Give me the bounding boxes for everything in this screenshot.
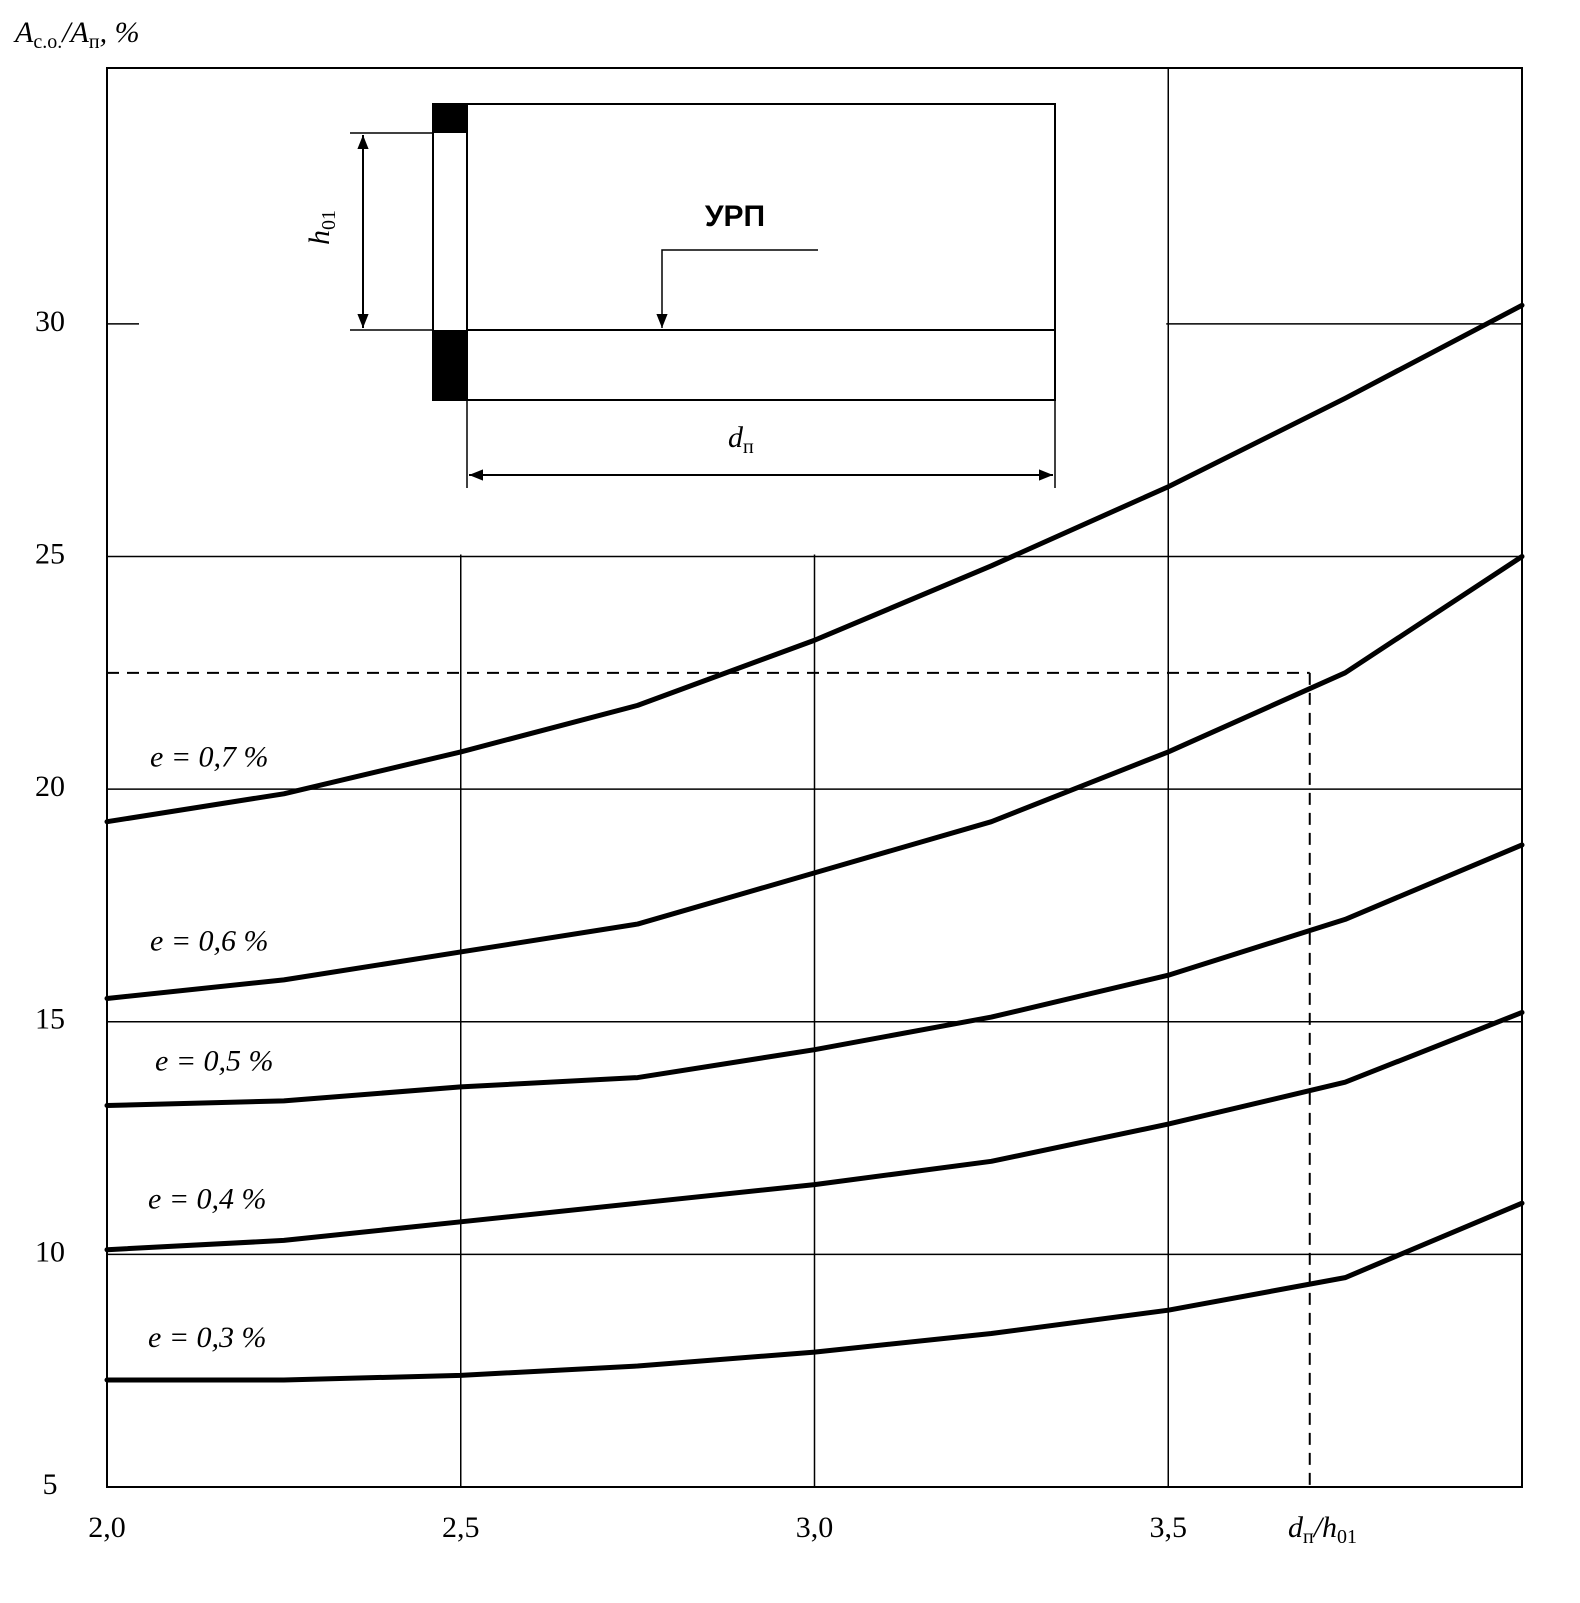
label-part: /A	[60, 16, 89, 49]
curve	[104, 302, 1525, 825]
subscript: п	[89, 31, 100, 53]
curve-label: e = 0,6 %	[150, 924, 269, 957]
y-tick-label: 25	[35, 537, 65, 570]
inset-background	[108, 326, 139, 555]
ticks: 5 10 15 20 25 30 2,0 2,5 3,0 3,5	[35, 305, 1187, 1544]
curve	[104, 842, 1525, 1108]
curve-label: e = 0,3 %	[148, 1321, 267, 1354]
plot-frame	[106, 67, 1523, 1488]
subscript: с.о.	[33, 31, 62, 53]
label-part: d	[728, 421, 744, 454]
x-tick-label: 3,5	[1150, 1511, 1188, 1544]
label-part: d	[1288, 1511, 1304, 1544]
height-label: h01	[303, 210, 340, 245]
inset-block	[433, 330, 467, 400]
curve-label: e = 0,5 %	[155, 1044, 274, 1077]
inset-outline	[432, 103, 1056, 401]
subscript: 01	[1337, 1526, 1357, 1548]
curve	[104, 1009, 1525, 1253]
inset-background	[139, 69, 1167, 555]
inset-background	[108, 69, 139, 321]
subscript: 01	[318, 210, 340, 230]
subscript: п	[1303, 1526, 1314, 1548]
y-tick-label: 15	[35, 1003, 65, 1036]
leader-arrow	[656, 249, 818, 328]
inset-label: УРП	[705, 200, 765, 233]
x-axis-label: dп/h01	[1288, 1511, 1357, 1548]
label-part: A	[13, 16, 34, 49]
inset-diagram: УРП dп h01	[303, 103, 1056, 488]
x-tick-label: 3,0	[796, 1511, 834, 1544]
inset-block	[433, 104, 467, 133]
curve	[104, 1200, 1525, 1383]
width-label: dп	[728, 421, 754, 458]
y-axis-label: Aс.о./Aп, %	[13, 16, 140, 53]
curve-label: e = 0,7 %	[150, 741, 269, 774]
x-tick-label: 2,0	[88, 1511, 126, 1544]
curve-label: e = 0,4 %	[148, 1183, 267, 1216]
y-tick-label: 5	[43, 1468, 58, 1501]
x-tick-label: 2,5	[442, 1511, 480, 1544]
curves: e = 0,7 % e = 0,6 % e = 0,5 % e = 0,4 % e = …	[104, 302, 1525, 1487]
label-part: h	[303, 230, 336, 245]
y-tick-label: 10	[35, 1235, 65, 1268]
curve	[104, 554, 1525, 1001]
y-tick-label: 20	[35, 770, 65, 803]
y-tick-label: 30	[35, 305, 65, 338]
subscript: п	[743, 436, 754, 458]
label-part: /h	[1312, 1511, 1337, 1544]
label-part: , %	[100, 16, 140, 49]
